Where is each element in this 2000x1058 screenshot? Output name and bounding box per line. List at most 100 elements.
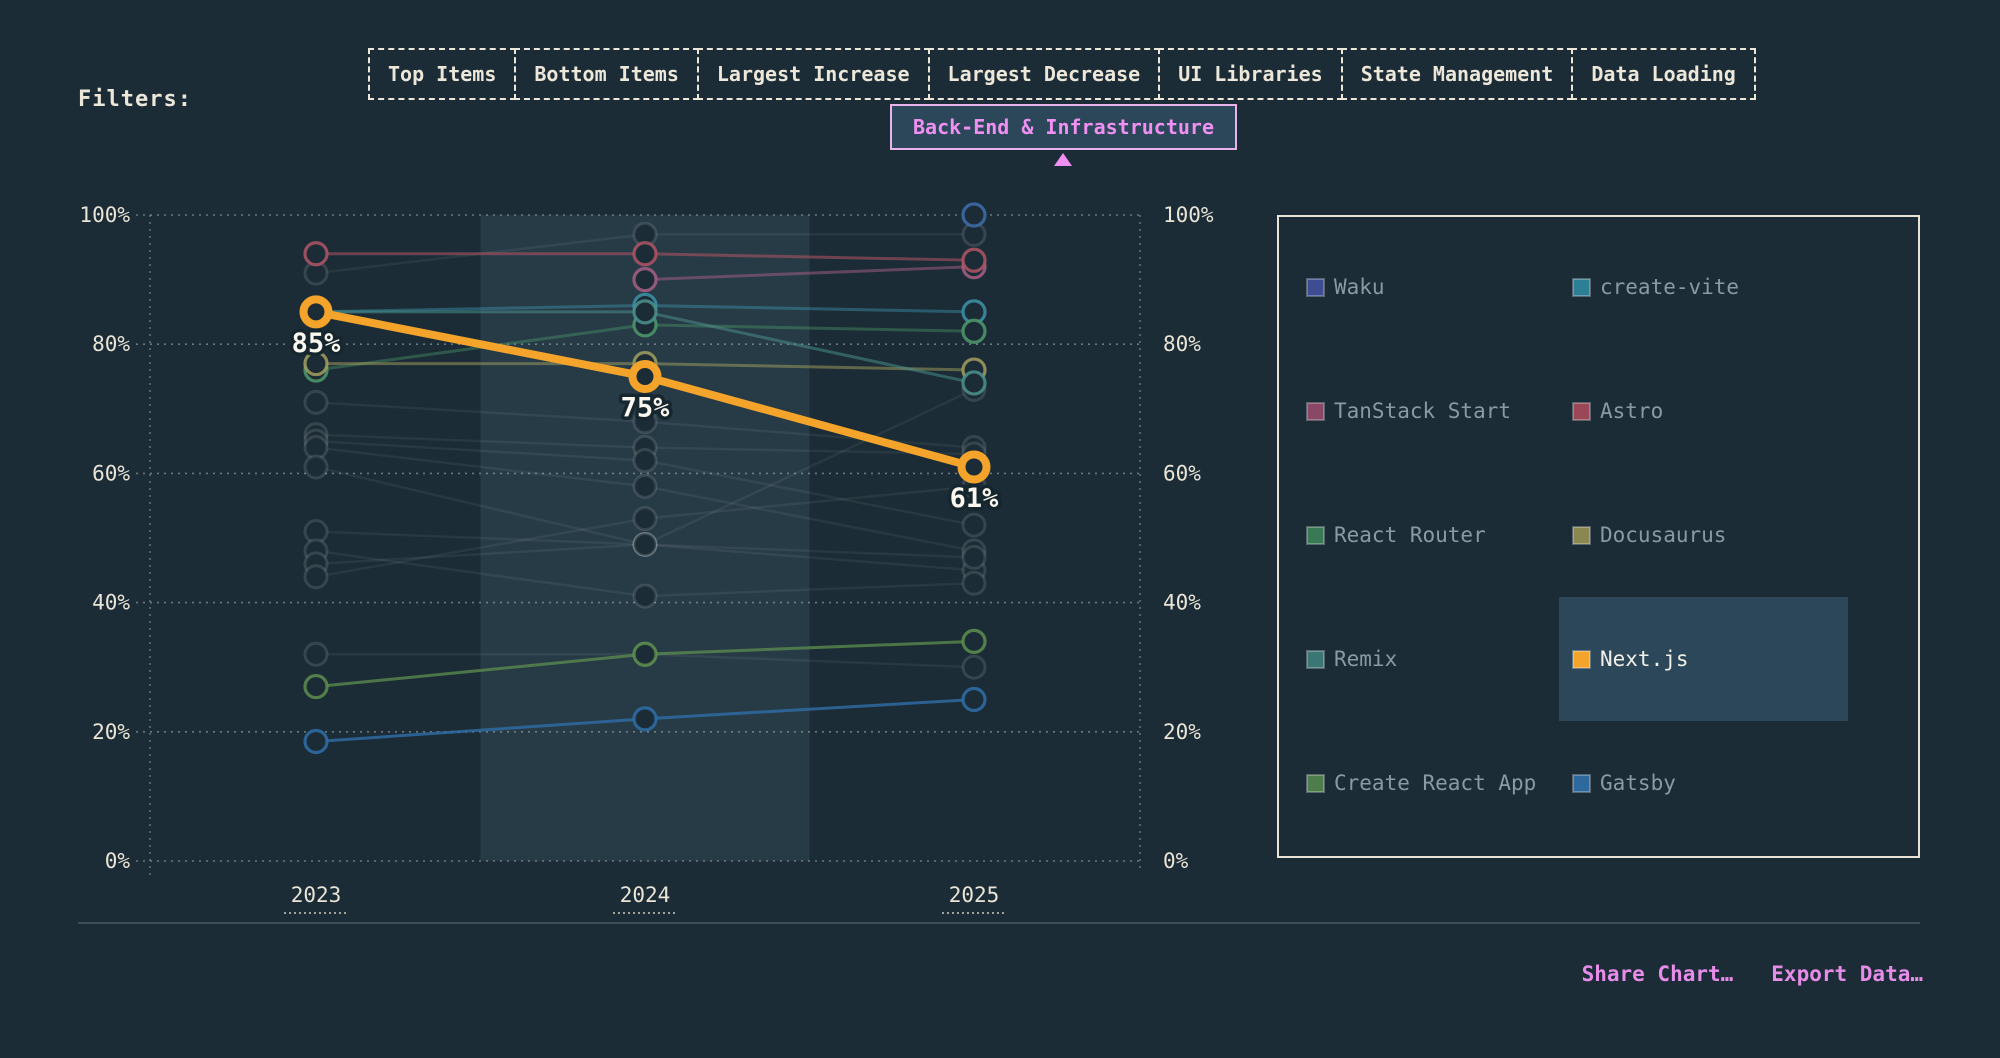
background-point — [961, 512, 987, 538]
series-point-React Router — [961, 318, 987, 344]
legend-label: Astro — [1600, 399, 1664, 423]
background-point — [961, 544, 987, 570]
y-tick-left: 60% — [92, 461, 130, 485]
filter-button-top-items[interactable]: Top Items — [368, 48, 517, 100]
chip-arrow-up-icon — [1054, 153, 1072, 166]
y-tick-left: 40% — [92, 591, 130, 615]
background-point — [632, 531, 658, 557]
point-value-label: 85% — [292, 328, 342, 359]
legend-swatch-icon — [1572, 649, 1591, 669]
y-tick-right: 100% — [1163, 203, 1214, 227]
y-tick-left: 0% — [105, 849, 131, 873]
point-value-label: 75% — [621, 393, 671, 424]
series-point-Create React App — [632, 641, 658, 667]
legend-item-tanstack-start[interactable]: TanStack Start — [1306, 349, 1573, 473]
background-point — [632, 583, 658, 609]
legend-item-docusaurus[interactable]: Docusaurus — [1572, 473, 1908, 597]
y-tick-left: 100% — [79, 203, 130, 227]
x-tick-2025[interactable]: 2025 — [949, 883, 1000, 907]
filter-button-data-loading[interactable]: Data Loading — [1571, 48, 1756, 100]
point-value-label: 61% — [950, 483, 1000, 514]
legend-label: Gatsby — [1600, 771, 1676, 795]
series-point-Create React App — [303, 673, 329, 700]
legend-panel: Waku create-vite TanStack Start Astro React … — [1277, 215, 1920, 858]
y-tick-right: 80% — [1163, 332, 1201, 356]
legend-label: Docusaurus — [1600, 523, 1727, 547]
background-point — [961, 570, 987, 596]
legend-swatch-icon — [1306, 773, 1325, 793]
background-point — [303, 564, 329, 590]
filter-button-bottom-items[interactable]: Bottom Items — [514, 48, 699, 100]
legend-item-next-js[interactable]: Next.js — [1559, 597, 1848, 721]
background-point — [303, 641, 329, 667]
series-point-Astro — [632, 241, 658, 267]
legend-item-astro[interactable]: Astro — [1572, 349, 1908, 473]
legend-label: TanStack Start — [1334, 399, 1512, 423]
y-tick-left: 20% — [92, 720, 130, 744]
footer-divider — [78, 922, 1920, 924]
active-category-chip[interactable]: Back-End & Infrastructure — [890, 104, 1237, 150]
series-point-Waku — [961, 202, 987, 228]
series-point-TanStack Start — [632, 267, 658, 293]
legend-label: Next.js — [1600, 647, 1689, 671]
series-point-Remix — [632, 299, 658, 325]
legend-swatch-icon — [1572, 773, 1591, 793]
legend-label: Create React App — [1334, 771, 1537, 795]
filters-label: Filters: — [78, 87, 192, 112]
legend-label: Remix — [1334, 647, 1398, 671]
series-point-Docusaurus — [303, 350, 329, 377]
filter-button-state-management[interactable]: State Management — [1340, 48, 1574, 100]
background-point — [632, 473, 658, 499]
background-point — [303, 454, 329, 480]
x-tick-2023[interactable]: 2023 — [291, 883, 342, 907]
series-point-Remix — [961, 370, 987, 396]
y-tick-right: 40% — [1163, 591, 1201, 615]
legend-swatch-icon — [1306, 649, 1325, 669]
series-point-Astro — [303, 241, 329, 267]
legend-label: Waku — [1334, 275, 1385, 299]
y-tick-right: 60% — [1163, 461, 1201, 485]
legend-swatch-icon — [1306, 277, 1325, 297]
y-tick-left: 80% — [92, 332, 130, 356]
legend-swatch-icon — [1572, 401, 1591, 421]
x-tick-2024[interactable]: 2024 — [620, 883, 671, 907]
share-chart-link[interactable]: Share Chart… — [1581, 962, 1734, 986]
series-point-highlighted — [628, 360, 662, 393]
filter-button-largest-increase[interactable]: Largest Increase — [696, 48, 930, 100]
legend-item-gatsby[interactable]: Gatsby — [1572, 721, 1908, 845]
legend-swatch-icon — [1306, 401, 1325, 421]
background-point — [303, 389, 329, 415]
series-point-Astro — [961, 247, 987, 273]
series-point-Gatsby — [632, 706, 658, 732]
background-point — [961, 654, 987, 680]
series-point-highlighted — [299, 295, 333, 329]
y-tick-right: 20% — [1163, 720, 1201, 744]
active-category-label: Back-End & Infrastructure — [912, 115, 1215, 139]
legend-label: create-vite — [1600, 275, 1740, 299]
legend-label: React Router — [1334, 523, 1486, 547]
filter-button-ui-libraries[interactable]: UI Libraries — [1158, 48, 1343, 100]
y-tick-right: 0% — [1163, 849, 1189, 873]
series-line-TanStack Start — [643, 265, 976, 282]
export-data-link[interactable]: Export Data… — [1771, 962, 1923, 986]
legend-item-create-vite[interactable]: create-vite — [1572, 225, 1908, 349]
background-point — [632, 409, 658, 435]
legend-grid: Waku create-vite TanStack Start Astro React … — [1306, 225, 1908, 848]
legend-item-waku[interactable]: Waku — [1306, 225, 1573, 349]
legend-swatch-icon — [1572, 525, 1591, 545]
legend-item-react-router[interactable]: React Router — [1306, 473, 1573, 597]
series-point-highlighted — [957, 450, 991, 484]
filter-button-row: Top Items Bottom Items Largest Increase Lar… — [368, 48, 1756, 100]
footer-links: Share Chart… Export Data… — [1582, 962, 1923, 986]
series-point-Create React App — [961, 628, 987, 654]
series-point-Gatsby — [303, 728, 329, 755]
legend-item-remix[interactable]: Remix — [1306, 597, 1573, 721]
background-point — [632, 506, 658, 532]
legend-item-create-react-app[interactable]: Create React App — [1306, 721, 1573, 845]
series-point-Gatsby — [961, 686, 987, 713]
legend-swatch-icon — [1306, 525, 1325, 545]
legend-swatch-icon — [1572, 277, 1591, 297]
background-point — [632, 447, 658, 473]
